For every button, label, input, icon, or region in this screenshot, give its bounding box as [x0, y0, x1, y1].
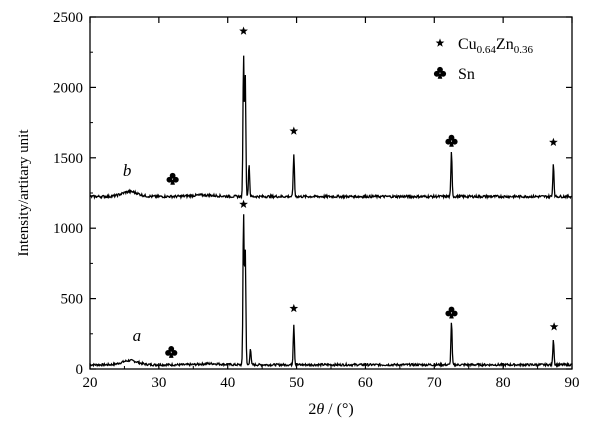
legend-1-club-icon	[433, 66, 447, 79]
x-axis-label: 2θ / (°)	[308, 401, 353, 418]
y-tick-label-2000: 2000	[53, 80, 83, 96]
marker-b-2-star-icon	[289, 126, 299, 135]
y-axis-label: Intensity/artitary unit	[16, 129, 32, 257]
axes: 20 30 40 50 60 70 80 90 0 500 1000 1500 2000 2500 2θ /…	[16, 10, 580, 418]
x-tick-label-70: 70	[427, 375, 442, 391]
marker-b-3-club-icon	[445, 134, 458, 147]
series-label-b: b	[123, 161, 132, 180]
x-tick-label-20: 20	[83, 375, 98, 391]
legend-entry-0: Cu0.64Zn0.36	[458, 36, 533, 56]
x-tick-label-90: 90	[565, 375, 580, 391]
marker-b-0-club-icon	[166, 172, 179, 185]
marker-b-1-star-icon	[239, 26, 248, 35]
x-tick-label-50: 50	[289, 375, 304, 391]
legend-entry-1: Sn	[458, 66, 475, 83]
series-label-a: a	[133, 326, 142, 345]
x-tick-label-60: 60	[358, 375, 373, 391]
y-tick-label-500: 500	[61, 292, 84, 308]
series-line-b	[89, 55, 573, 200]
x-tick-label-30: 30	[151, 375, 166, 391]
marker-a-3-club-icon	[445, 306, 458, 319]
x-tick-label-40: 40	[220, 375, 235, 391]
series-line-a	[89, 214, 573, 369]
y-tick-label-1500: 1500	[53, 151, 83, 167]
marker-a-0-club-icon	[165, 346, 178, 358]
marker-a-2-star-icon	[289, 303, 299, 313]
series-layer: ab	[89, 55, 573, 369]
marker-a-4-star-icon	[549, 322, 559, 331]
y-tick-label-2500: 2500	[53, 10, 83, 26]
marker-a-1-star-icon	[239, 199, 248, 208]
y-tick-label-1000: 1000	[53, 221, 83, 237]
legend: Cu0.64Zn0.36 Sn	[433, 36, 533, 83]
legend-0-star-icon	[435, 38, 445, 47]
y-tick-label-0: 0	[76, 362, 84, 378]
marker-b-4-star-icon	[549, 137, 558, 147]
x-tick-label-80: 80	[496, 375, 511, 391]
phase-markers	[165, 26, 559, 358]
